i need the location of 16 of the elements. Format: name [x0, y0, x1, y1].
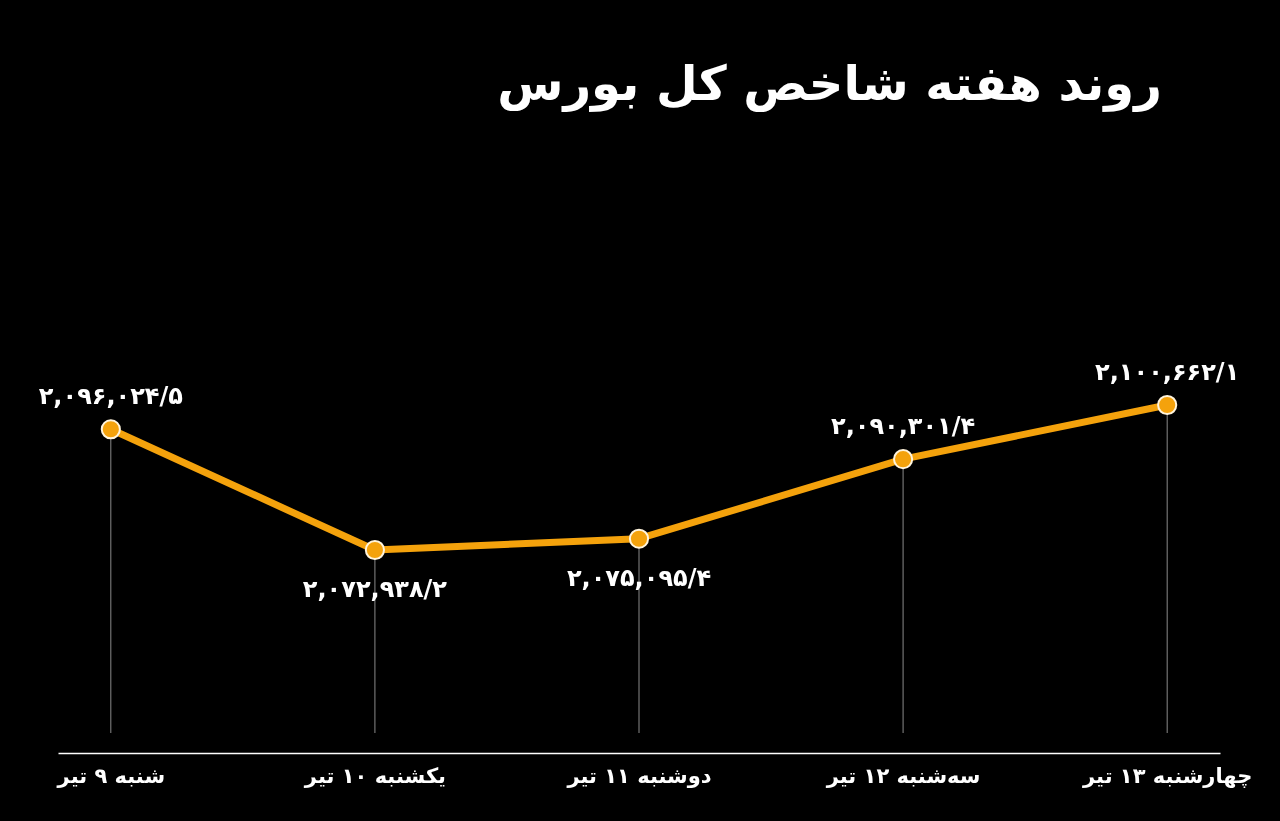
x-tick-label: سه‌شنبه ۱۲ تیر — [825, 763, 981, 788]
data-label: ۲,۱۰۰,۶۶۲/۱ — [1095, 358, 1240, 386]
point — [1157, 394, 1178, 416]
point — [100, 419, 121, 440]
data-label: ۲,۰۷۵,۰۹۵/۴ — [566, 563, 712, 592]
data-label: ۲,۰۹۶,۰۲۴/۵ — [38, 382, 183, 411]
chart-title: روند هفته شاخص کل بورس — [497, 55, 1162, 112]
point — [893, 449, 914, 470]
point — [364, 539, 385, 561]
x-tick-label: یکشنبه ۱۰ تیر — [303, 763, 446, 788]
data-label: ۲,۰۷۲,۹۳۸/۲ — [302, 575, 448, 603]
x-tick-label: شنبه ۹ تیر — [56, 763, 166, 788]
x-tick-label: چهارشنبه ۱۳ تیر — [1082, 763, 1253, 788]
data-label: ۲,۰۹۰,۳۰۱/۴ — [831, 412, 976, 441]
point — [628, 528, 650, 549]
x-tick-label: دوشنبه ۱۱ تیر — [566, 763, 712, 788]
